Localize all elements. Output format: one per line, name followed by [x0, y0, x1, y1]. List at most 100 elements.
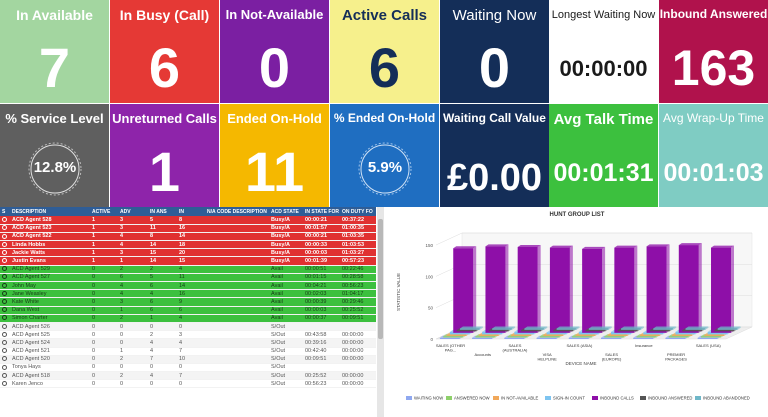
table-row[interactable]: Simon Charter 0 2 1 4 Avail 00:00:37 00:09:51: [0, 314, 376, 323]
table-cell: 00:04:21: [303, 281, 340, 291]
bar-inbound-calls: [646, 246, 667, 333]
tile-label: In Not-Available: [225, 7, 324, 22]
bar-inbound-answered: [649, 330, 670, 332]
tile-avg-talk-time: Avg Talk Time 00:01:31: [549, 104, 658, 207]
table-row[interactable]: ACD Agent 525 0 0 2 3 S/Out 00:43:58 00:00:00: [0, 330, 376, 340]
table-row[interactable]: Kate White 0 3 6 9 Avail 00:00:39 00:29:46: [0, 297, 376, 307]
service-level-ring: 12.8%: [26, 140, 84, 198]
table-cell: 00:37:22: [340, 216, 376, 225]
column-header[interactable]: DESCRIPTION: [10, 207, 90, 216]
tile-label: Avg Wrap-Up Time: [663, 111, 764, 125]
bar-side: [473, 246, 477, 333]
legend-swatch: [545, 396, 551, 400]
column-header[interactable]: ACTIVE: [90, 207, 118, 216]
agent-icon: [2, 216, 7, 222]
table-cell: [205, 379, 269, 389]
table-row[interactable]: Justin Evans 1 1 14 15 Busy/A 00:01:39 00:57:23: [0, 256, 376, 266]
table-cell: 01:03:35: [340, 232, 376, 242]
bar-side: [479, 326, 483, 330]
table-row[interactable]: Linda Hobbs 1 4 14 18 Busy/A 00:00:33 01:03:53: [0, 240, 376, 250]
bar-answered-now: [475, 336, 496, 338]
ended-on-hold-ring: 5.9%: [356, 140, 414, 198]
bar-inbound-abandoned: [556, 328, 577, 330]
column-header[interactable]: S: [0, 207, 10, 216]
table-cell: 0: [118, 338, 148, 348]
table-cell: 6: [118, 273, 148, 283]
table-row[interactable]: Karen Jenco 0 0 0 0 S/Out 00:56:23 00:00:00: [0, 379, 376, 389]
table-row[interactable]: ACD Agent 528 1 3 5 8 Busy/A 00:00:21 00:37:22: [0, 216, 376, 225]
tile-active-calls: Active Calls 6: [330, 0, 439, 103]
agent-icon: [2, 290, 7, 296]
column-header[interactable]: IN: [177, 207, 205, 216]
table-cell: S/Out: [269, 338, 303, 348]
bar-side: [673, 326, 677, 330]
table-row[interactable]: John May 0 4 6 14 Avail 00:04:21 00:56:23: [0, 281, 376, 291]
scrollbar-thumb[interactable]: [378, 219, 383, 339]
y-tick-label: 0: [430, 337, 433, 342]
table-row[interactable]: ACD Agent 527 0 6 5 11 Avail 00:01:15 00:28:58: [0, 273, 376, 283]
bar-inbound-calls: [549, 247, 570, 333]
table-row[interactable]: ACD Agent 526 0 0 0 0 S/Out: [0, 322, 376, 332]
table-cell: 4: [118, 240, 148, 250]
agent-status-icon-cell: [0, 224, 10, 233]
table-cell: 1: [148, 314, 177, 323]
table-cell: 14: [148, 256, 177, 266]
table-cell: [205, 216, 269, 225]
table-row[interactable]: ACD Agent 529 0 2 2 4 Avail 00:00:51 00:22:46: [0, 265, 376, 274]
table-row[interactable]: ACD Agent 523 1 3 11 16 Busy/A 00:01:57 01:00:3…: [0, 224, 376, 233]
tile-label: In Busy (Call): [119, 7, 210, 23]
bar-side: [537, 244, 541, 333]
tile-value: 5.9%: [367, 159, 403, 176]
table-cell: ACD Agent 528: [10, 216, 90, 225]
table-cell: 00:56:23: [303, 379, 340, 389]
table-row[interactable]: ACD Agent 522 1 4 8 14 Busy/A 00:00:21 01:03:35: [0, 232, 376, 242]
agent-status-icon-cell: [0, 232, 10, 242]
table-header-row: S DESCRIPTION ACTIVE ADV IN ANS IN N/A CODE DE…: [0, 207, 376, 216]
tile-label: Inbound Answered: [659, 7, 768, 21]
table-cell: 1: [90, 248, 118, 258]
table-cell: Busy/A: [269, 232, 303, 242]
table-cell: 0: [90, 379, 118, 389]
table-cell: [205, 240, 269, 250]
table-row[interactable]: Jane Weasley 0 4 4 16 Avail 00:02:03 01:04:17: [0, 289, 376, 299]
table-cell: 10: [177, 355, 205, 364]
table-cell: 6: [148, 281, 177, 291]
column-header[interactable]: N/A CODE DESCRIPTION: [205, 207, 269, 216]
agent-icon: [2, 225, 7, 231]
bar-top: [453, 246, 477, 249]
table-row[interactable]: ACD Agent 518 0 2 4 7 S/Out 00:25:52 00:00:00: [0, 371, 376, 381]
table-cell: [340, 363, 376, 373]
column-header[interactable]: IN ANS: [148, 207, 177, 216]
bar-side: [634, 245, 638, 333]
agent-status-icon-cell: [0, 314, 10, 323]
table-row[interactable]: ACD Agent 521 0 1 4 7 S/Out 00:42:40 00:00:00: [0, 347, 376, 356]
table-cell: 00:29:46: [340, 297, 376, 307]
agent-icon: [2, 258, 7, 264]
table-cell: S/Out: [269, 363, 303, 373]
agent-icon: [2, 372, 7, 378]
tile-value: 12.8%: [33, 159, 77, 176]
table-cell: [303, 363, 340, 373]
table-cell: 00:01:15: [303, 273, 340, 283]
bar-inbound-abandoned: [524, 328, 545, 330]
bar-inbound-abandoned: [621, 328, 642, 330]
agent-status-icon-cell: [0, 322, 10, 332]
bar-inbound-answered: [521, 330, 542, 332]
table-row[interactable]: ACD Agent 524 0 0 4 4 S/Out 00:39:16 00:00:00: [0, 338, 376, 348]
table-row[interactable]: Jackie Watts 1 3 15 20 Busy/A 00:00:03 01:03:27: [0, 248, 376, 258]
table-cell: 0: [118, 379, 148, 389]
bar-top: [685, 326, 709, 329]
table-row[interactable]: Dana West 0 1 6 6 Avail 00:00:03 00:25:52: [0, 306, 376, 315]
column-header[interactable]: IN STATE FOR: [303, 207, 340, 216]
agent-icon: [2, 356, 7, 362]
bar-sign-in-count: [643, 332, 664, 335]
table-row[interactable]: ACD Agent 520 0 2 7 10 S/Out 00:09:51 00:00:00: [0, 355, 376, 364]
column-header[interactable]: ACD STATE: [269, 207, 303, 216]
column-header[interactable]: ADV: [118, 207, 148, 216]
legend-label: INBOUND CALLS: [600, 396, 634, 401]
table-scrollbar[interactable]: [377, 207, 384, 417]
agent-status-icon-cell: [0, 297, 10, 307]
column-header[interactable]: ON DUTY FO: [340, 207, 376, 216]
bar-top: [678, 243, 702, 246]
table-row[interactable]: Tonya Hays 0 0 0 0 S/Out: [0, 363, 376, 373]
